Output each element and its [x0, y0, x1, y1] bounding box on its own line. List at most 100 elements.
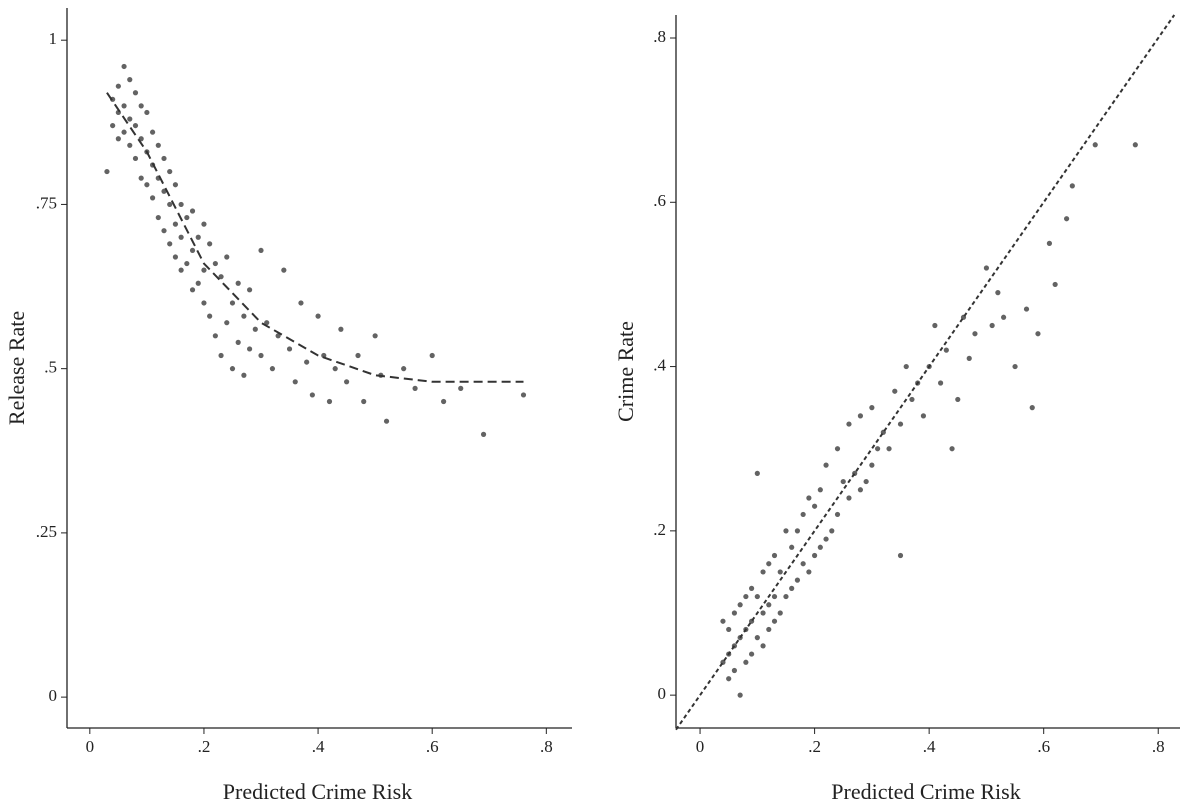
point — [966, 355, 972, 361]
point — [1069, 183, 1075, 189]
point — [869, 405, 875, 411]
point — [834, 446, 841, 452]
point — [149, 129, 156, 135]
point — [401, 366, 407, 372]
point — [207, 241, 213, 247]
point — [829, 528, 835, 534]
point — [127, 142, 133, 148]
y-tick-label: .75 — [36, 193, 57, 212]
point — [121, 63, 127, 70]
point — [823, 462, 829, 468]
point — [897, 421, 904, 427]
point — [229, 300, 236, 306]
point — [760, 643, 766, 649]
point — [794, 577, 801, 583]
point — [806, 569, 812, 575]
point — [252, 326, 258, 332]
point — [412, 385, 418, 391]
point — [892, 388, 898, 394]
point — [207, 313, 213, 319]
point — [909, 396, 915, 403]
point — [1064, 216, 1070, 222]
y-tick-label: 0 — [658, 684, 667, 703]
point — [737, 602, 743, 608]
x-tick-label: .8 — [540, 737, 553, 756]
point — [281, 267, 287, 273]
point — [812, 552, 818, 559]
point — [995, 290, 1001, 296]
point — [846, 495, 852, 501]
point — [127, 77, 133, 83]
point — [332, 366, 338, 372]
point — [731, 610, 738, 616]
point — [189, 247, 196, 254]
point — [857, 413, 864, 419]
point — [304, 359, 310, 365]
point — [771, 618, 778, 624]
point — [760, 569, 766, 575]
point — [269, 366, 276, 372]
point — [777, 610, 783, 616]
point — [132, 155, 139, 162]
point — [1012, 363, 1018, 370]
point — [754, 470, 760, 476]
point — [1132, 142, 1138, 148]
point — [155, 142, 161, 148]
point — [771, 593, 778, 600]
point — [823, 536, 829, 542]
point — [212, 333, 218, 339]
point — [167, 201, 173, 208]
point — [315, 313, 321, 319]
point — [241, 313, 247, 319]
point — [326, 398, 333, 405]
point — [309, 392, 315, 398]
point — [144, 182, 150, 188]
point — [1046, 240, 1053, 246]
fit-line — [106, 92, 524, 383]
point — [383, 418, 390, 424]
point — [138, 175, 144, 181]
point — [298, 300, 304, 306]
point — [201, 267, 207, 273]
y-tick-label: 0 — [49, 686, 58, 705]
point — [754, 635, 760, 641]
point — [201, 221, 207, 227]
point — [195, 234, 201, 240]
y-tick-label: .5 — [44, 358, 57, 377]
point — [1023, 306, 1030, 312]
point — [886, 446, 892, 452]
point — [441, 398, 447, 405]
point — [110, 122, 116, 129]
point — [949, 446, 955, 452]
y-tick-label: .25 — [36, 522, 57, 541]
point — [235, 280, 241, 286]
point — [292, 379, 298, 385]
point — [777, 569, 783, 575]
point — [863, 478, 869, 485]
point — [172, 254, 179, 260]
point — [178, 234, 184, 240]
point — [132, 122, 139, 129]
point — [161, 228, 167, 234]
point — [800, 561, 806, 567]
point — [1029, 405, 1035, 411]
point — [749, 651, 755, 657]
point — [938, 380, 944, 386]
point — [846, 421, 852, 427]
y-tick-label: .6 — [653, 191, 666, 210]
point — [246, 346, 253, 352]
point — [760, 610, 766, 616]
fit-line — [675, 14, 1176, 731]
y-tick-label: 1 — [49, 29, 58, 48]
point — [743, 593, 749, 600]
point — [372, 333, 378, 339]
y-tick-label: .2 — [653, 520, 666, 539]
point — [224, 254, 230, 260]
x-tick-label: .2 — [808, 737, 821, 756]
point — [834, 511, 841, 518]
point — [127, 116, 133, 122]
x-tick-label: .6 — [1037, 737, 1050, 756]
point — [903, 363, 909, 370]
point — [115, 136, 121, 142]
x-axis-title: Predicted Crime Risk — [223, 779, 412, 804]
